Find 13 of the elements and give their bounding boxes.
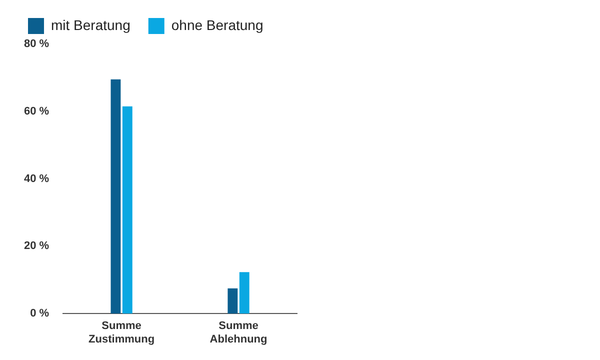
y-tick-label: 60 % (24, 105, 50, 118)
x-tick-label: Summe Ablehnung (210, 320, 268, 346)
bar (110, 79, 121, 314)
x-tick-label: Summe Zustimmung (88, 320, 155, 346)
bar (122, 106, 132, 314)
y-tick-label: 0 % (30, 308, 50, 320)
y-tick-label: 80 % (24, 38, 50, 50)
bar (228, 288, 238, 314)
y-tick-label: 40 % (24, 172, 50, 185)
legend-label: mit Beratung (51, 16, 130, 33)
bar (239, 272, 250, 314)
legend-label: ohne Beratung (171, 16, 264, 33)
y-tick-label: 20 % (24, 240, 50, 252)
